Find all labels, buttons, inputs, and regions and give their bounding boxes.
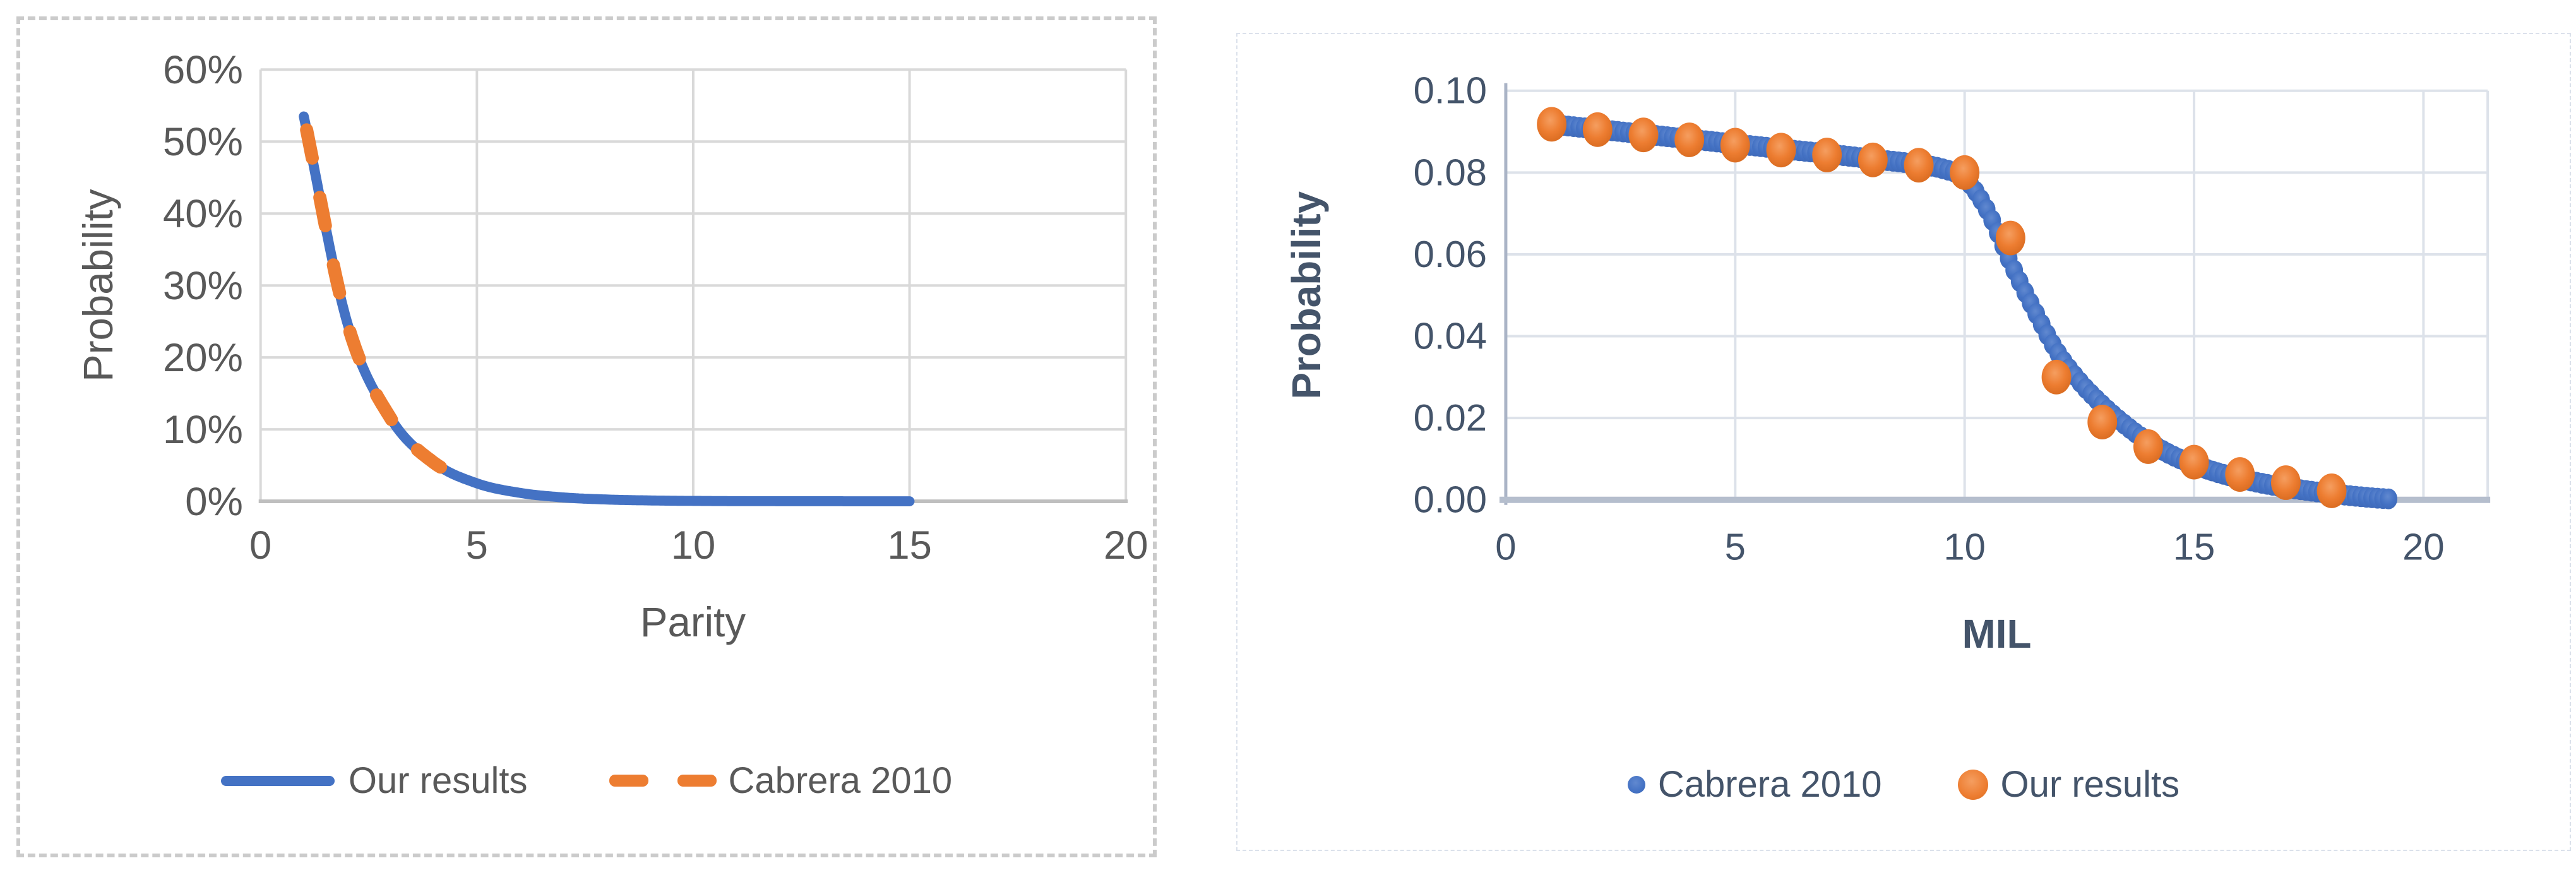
- y-tick-label: 0.00: [1414, 479, 1487, 521]
- x-tick-label: 0: [1495, 525, 1516, 568]
- mil-chart: 0.00 0.02 0.04 0.06 0.08 0.10 0 5 10 15 20 Probabi…: [1284, 69, 2491, 657]
- mil-tick-labels: 0.00 0.02 0.04 0.06 0.08 0.10 0 5 10 15 20: [1414, 69, 2445, 568]
- orange-dash-swatch: [609, 775, 717, 787]
- legend-item-cabrera-2010[interactable]: Cabrera 2010: [1627, 763, 1882, 806]
- our-results-data-point: [1904, 148, 1934, 183]
- x-tick-label: 15: [887, 523, 932, 568]
- our-results-data-point: [2179, 444, 2209, 480]
- x-tick-label: 20: [2402, 525, 2445, 568]
- y-tick-label: 50%: [163, 120, 243, 164]
- parity-tick-labels: 0% 10% 20% 30% 40% 50% 60% 0 5 10 15 20: [163, 48, 1148, 568]
- our-results-data-point: [1537, 107, 1567, 142]
- y-tick-label: 0.10: [1414, 69, 1487, 112]
- our-results-data-point: [1720, 128, 1750, 163]
- our-results-data-point: [1950, 155, 1980, 190]
- mil-gridlines: [1505, 89, 2490, 500]
- parity-legend: Our results Cabrera 2010: [20, 759, 1153, 802]
- legend-label-cabrera-2010: Cabrera 2010: [1657, 764, 1882, 805]
- y-tick-label: 40%: [163, 192, 243, 236]
- our-results-data-point: [1812, 138, 1842, 172]
- legend-item-cabrera-2010[interactable]: Cabrera 2010: [609, 759, 952, 802]
- our-results-data-point: [2133, 429, 2163, 464]
- our-results-data-point: [2087, 405, 2118, 440]
- y-tick-label: 0.04: [1414, 314, 1487, 357]
- blue-line-swatch: [220, 775, 335, 786]
- legend-label-our-results: Our results: [2000, 764, 2180, 805]
- mil-y-axis-title: Probability: [1284, 191, 1329, 399]
- y-tick-label: 0.06: [1414, 233, 1487, 275]
- our-results-data-point: [1995, 220, 2025, 256]
- x-tick-label: 15: [2173, 525, 2215, 568]
- x-tick-label: 10: [1943, 525, 1986, 568]
- mil-x-axis-title: MIL: [1962, 611, 2032, 657]
- our-results-data-point: [2225, 457, 2255, 492]
- x-tick-label: 5: [1725, 525, 1746, 568]
- mil-series: [1537, 107, 2398, 509]
- our-results-data-point: [2317, 473, 2347, 508]
- blue-dot-swatch: [1627, 775, 1645, 794]
- y-tick-label: 60%: [163, 48, 243, 92]
- our-results-data-point: [1857, 142, 1888, 177]
- parity-chart: 0% 10% 20% 30% 40% 50% 60% 0 5 10 15 20 Probability…: [75, 48, 1148, 645]
- y-tick-label: 0.08: [1414, 151, 1487, 193]
- orange-dot-swatch: [1957, 769, 1988, 800]
- y-tick-label: 20%: [163, 336, 243, 380]
- our-results-data-point: [1674, 122, 1705, 157]
- our-results-data-point: [1582, 112, 1613, 147]
- legend-item-our-results[interactable]: Our results: [1957, 763, 2180, 806]
- y-tick-label: 10%: [163, 408, 243, 452]
- our-results-line: [299, 111, 915, 506]
- parity-gridlines: [259, 68, 1128, 503]
- y-tick-label: 0.02: [1414, 396, 1487, 439]
- our-results-data-point: [1766, 133, 1796, 168]
- parity-chart-panel[interactable]: 0% 10% 20% 30% 40% 50% 60% 0 5 10 15 20 Probability…: [16, 16, 1157, 857]
- legend-label-cabrera-2010: Cabrera 2010: [728, 760, 953, 801]
- legend-item-our-results[interactable]: Our results: [220, 759, 528, 802]
- parity-series: [297, 110, 915, 506]
- parity-y-axis-title: Probability: [75, 189, 121, 382]
- parity-x-axis-title: Parity: [640, 599, 746, 645]
- our-results-data-point: [2041, 359, 2072, 395]
- y-tick-label: 30%: [163, 264, 243, 308]
- our-results-data-point: [2270, 465, 2301, 500]
- mil-chart-panel[interactable]: 0.00 0.02 0.04 0.06 0.08 0.10 0 5 10 15 20 Probabi…: [1236, 33, 2571, 851]
- x-tick-label: 0: [249, 523, 271, 568]
- x-tick-label: 20: [1104, 523, 1148, 568]
- our-results-data-point: [1628, 117, 1659, 153]
- x-tick-label: 10: [671, 523, 716, 568]
- y-tick-label: 0%: [185, 480, 243, 524]
- mil-legend: Cabrera 2010 Our results: [1237, 763, 2570, 806]
- cabrera-2010-dashed-line: [297, 110, 479, 488]
- cabrera-2010-data-point: [2380, 488, 2398, 509]
- legend-label-our-results: Our results: [348, 760, 528, 801]
- x-tick-label: 5: [466, 523, 488, 568]
